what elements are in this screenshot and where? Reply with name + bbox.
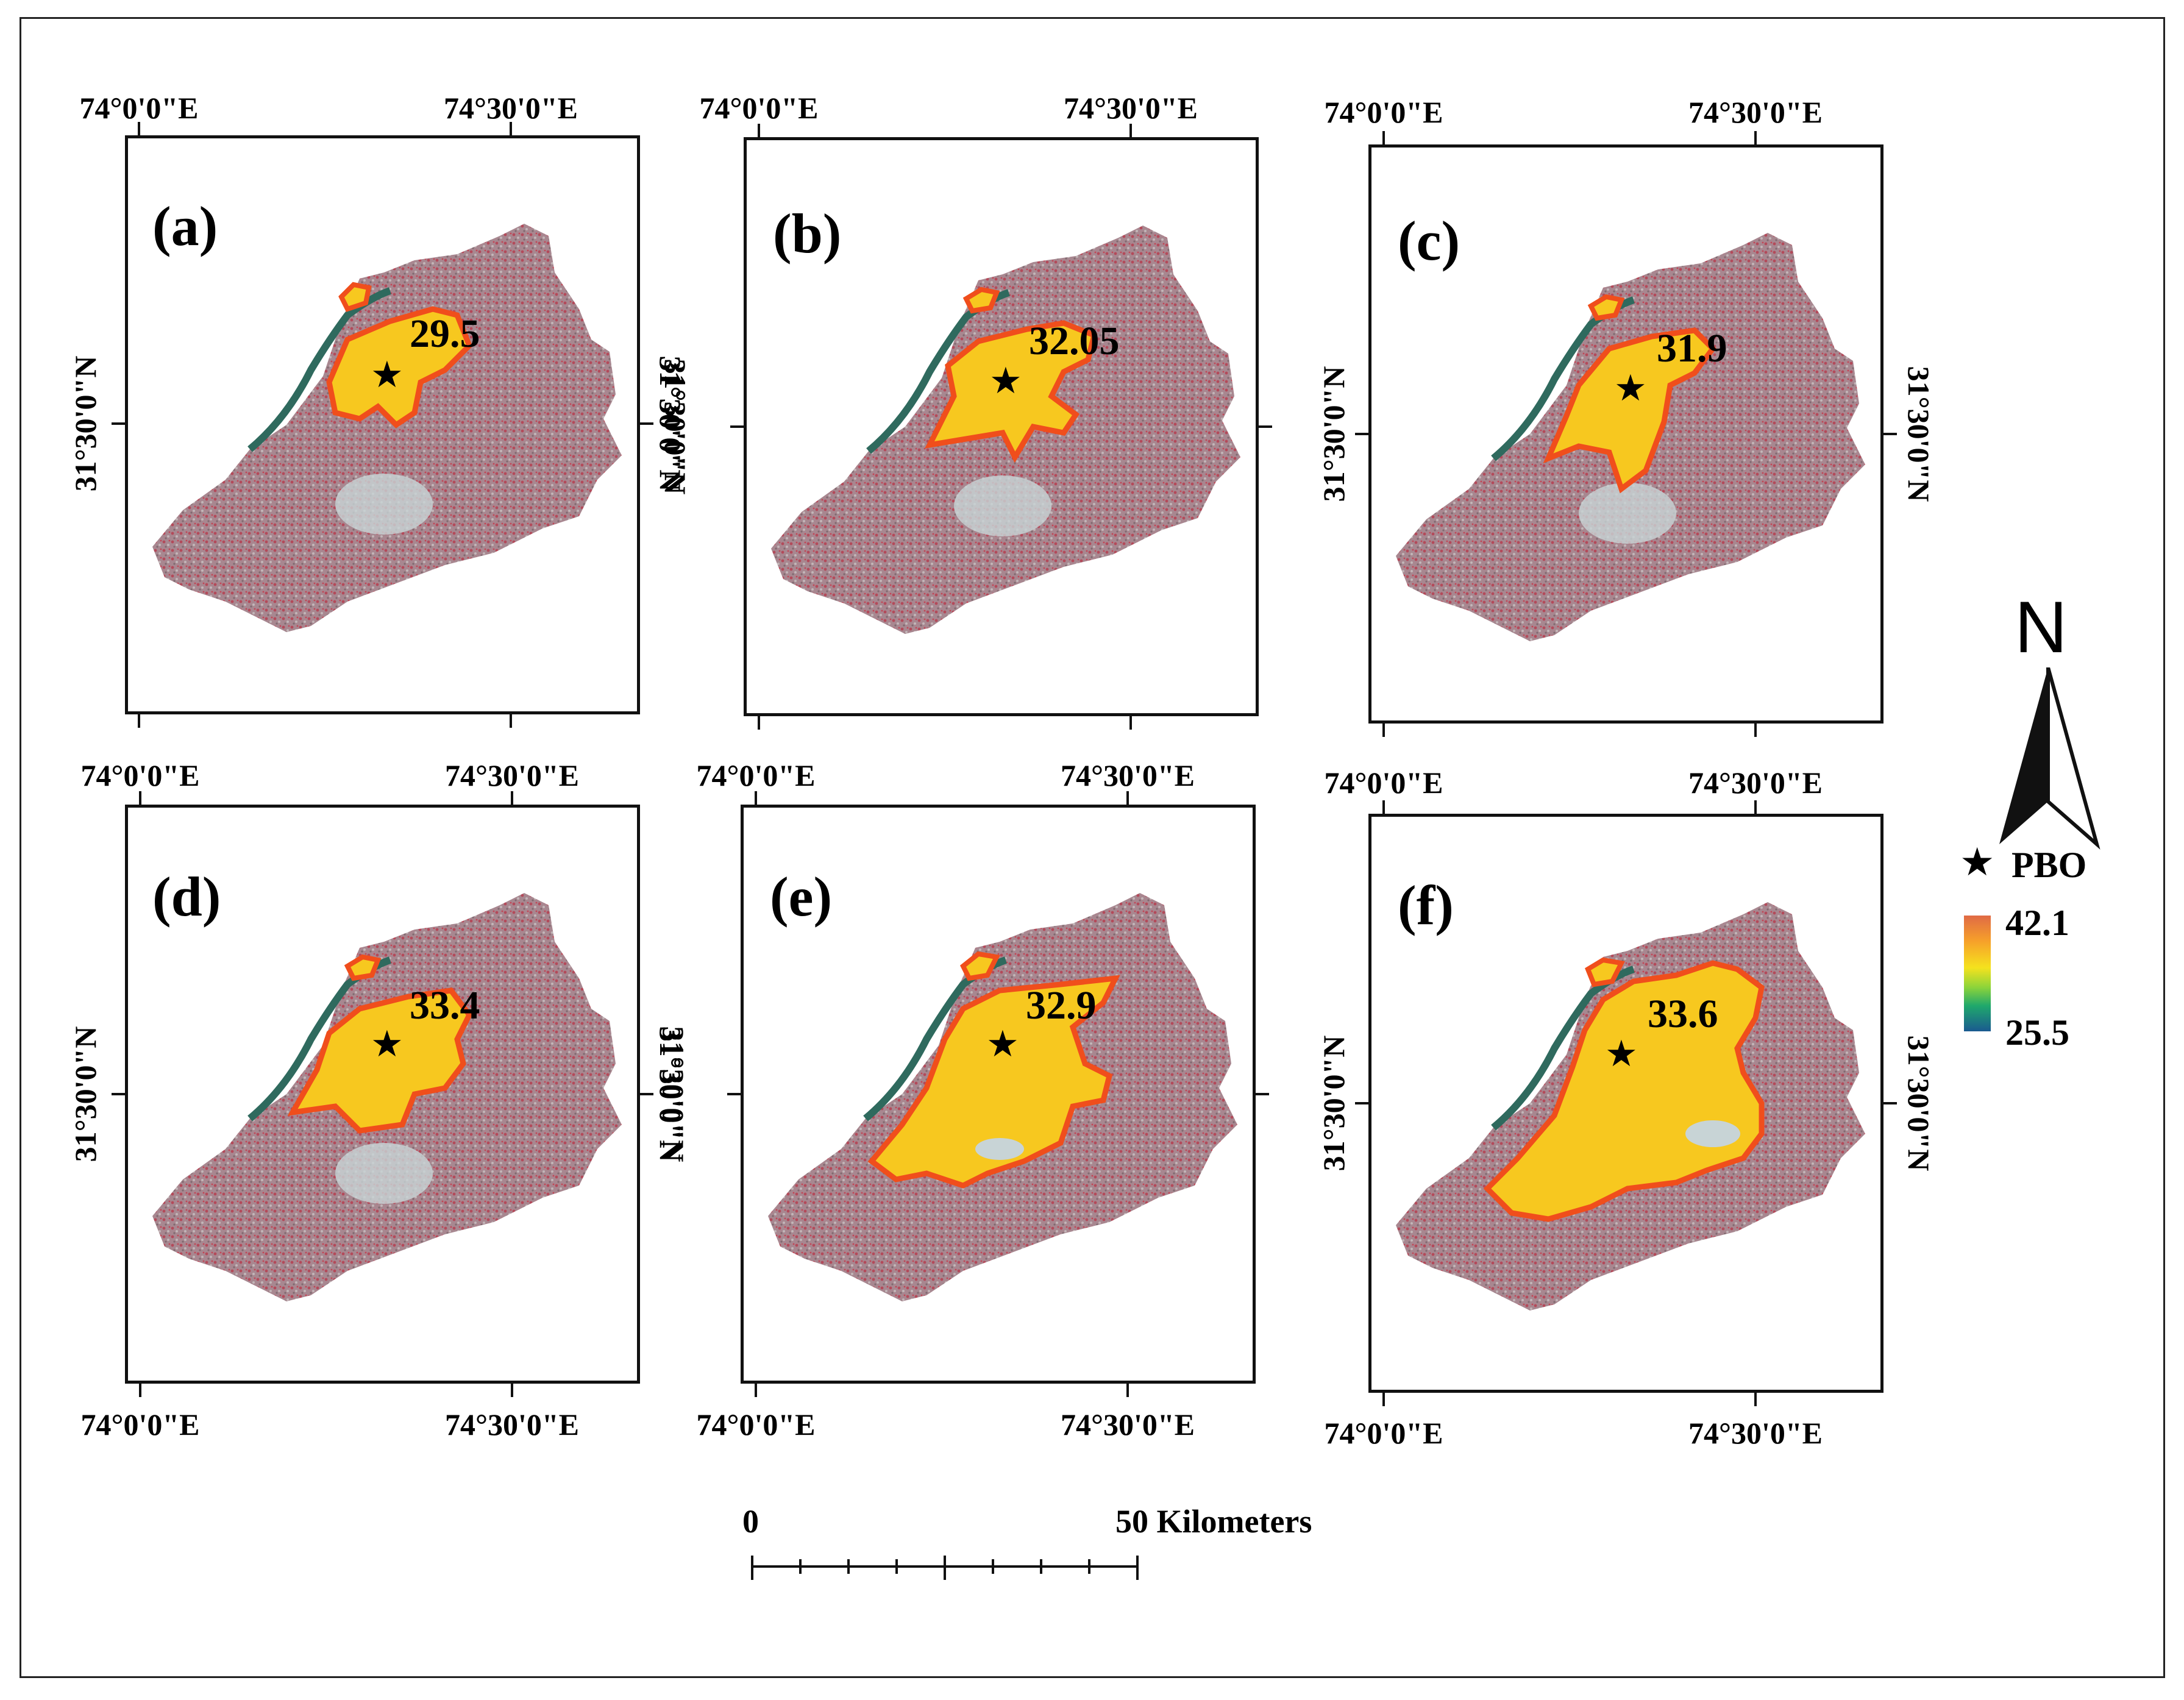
pbo-star-icon: ★ [986, 1024, 1019, 1064]
tick [1355, 1102, 1368, 1104]
lon-label-top-left: 74°0'0"E [79, 91, 199, 125]
tick [1129, 124, 1132, 137]
lon-label-top-left: 74°0'0"E [1324, 766, 1443, 800]
north-arrow-icon [1999, 667, 2100, 850]
lon-label-bottom-left: 74°0'0"E [696, 1407, 816, 1442]
lat-label-left: 31°30'0"N [658, 358, 692, 495]
lat-label-left: 31°30'0"N [656, 1026, 691, 1162]
lon-label-bottom-left: 74°0'0"E [1324, 1416, 1443, 1450]
temperature-label: 29.5 [410, 311, 480, 356]
lon-label-top-right: 74°30'0"E [444, 91, 578, 125]
tick [755, 791, 757, 805]
panel-label: (b) [773, 202, 842, 265]
tick [1126, 1384, 1129, 1397]
lon-label-top-right: 74°30'0"E [1064, 91, 1198, 125]
tick [1754, 1393, 1757, 1406]
lat-label-right: 31°30'0"N [1902, 1035, 1936, 1172]
tick [1126, 791, 1129, 805]
tick [640, 422, 653, 425]
map-frame [1368, 144, 1883, 724]
tick [1754, 131, 1757, 144]
tick [1382, 800, 1385, 814]
tick [511, 1384, 513, 1397]
tick [727, 1093, 741, 1095]
tick [138, 122, 140, 135]
lon-label-bottom-right: 74°30'0"E [1688, 1416, 1823, 1450]
lon-label-top-right: 74°30'0"E [1688, 766, 1823, 800]
tick [511, 791, 513, 805]
panel-label: (c) [1398, 210, 1460, 272]
lon-label-top-right: 74°30'0"E [1061, 758, 1195, 792]
tick [640, 1093, 653, 1095]
lon-label-top-left: 74°0'0"E [1324, 95, 1443, 129]
legend-max-value: 42.1 [2005, 903, 2069, 943]
tick [1883, 1102, 1897, 1104]
temperature-label: 33.4 [410, 983, 480, 1028]
lon-label-top-right: 74°30'0"E [445, 758, 579, 792]
lon-label-bottom-right: 74°30'0"E [1061, 1407, 1195, 1442]
lat-label-right: 31°30'0"N [1902, 366, 1936, 502]
tick [1382, 724, 1385, 737]
tick [139, 791, 141, 805]
lon-label-top-right: 74°30'0"E [1688, 95, 1823, 129]
tick [510, 122, 512, 135]
map-frame [741, 805, 1256, 1384]
tick [730, 425, 744, 428]
temperature-label: 31.9 [1657, 326, 1727, 371]
tick [1382, 131, 1385, 144]
north-label: N [2015, 586, 2068, 668]
legend-min-value: 25.5 [2005, 1012, 2069, 1053]
tick [1355, 433, 1368, 435]
map-frame [125, 805, 640, 1384]
tick [1129, 716, 1132, 730]
tick [755, 1384, 757, 1397]
pbo-star-icon: ★ [989, 361, 1022, 401]
figure-border [20, 17, 2165, 1678]
tick [758, 124, 760, 137]
tick [1883, 433, 1897, 435]
pbo-star-icon: ★ [1960, 841, 1995, 884]
temperature-label: 33.6 [1648, 992, 1718, 1036]
temperature-label: 32.9 [1026, 983, 1097, 1028]
legend-pbo-label: PBO [2011, 845, 2087, 885]
panel-label: (a) [152, 195, 218, 257]
lon-label-bottom-left: 74°0'0"E [80, 1407, 200, 1442]
pbo-star-icon: ★ [1614, 368, 1647, 408]
pbo-star-icon: ★ [371, 1024, 404, 1064]
lon-label-top-left: 74°0'0"E [699, 91, 819, 125]
tick [138, 714, 140, 728]
scale-bar [751, 1556, 1139, 1580]
tick [510, 714, 512, 728]
scale-start-label: 0 [742, 1503, 759, 1540]
lat-label-left: 31°30'0"N [68, 355, 102, 492]
tick [758, 716, 760, 730]
temperature-label: 32.05 [1029, 319, 1120, 363]
panel-label: (d) [152, 866, 221, 928]
tick [112, 422, 125, 425]
lat-label-left: 31°30'0"N [68, 1026, 102, 1162]
lon-label-top-left: 74°0'0"E [80, 758, 200, 792]
tick [112, 1093, 125, 1095]
map-frame [744, 137, 1259, 716]
panel-label: (f) [1398, 874, 1454, 936]
lat-label-left: 31°30'0"N [1317, 1035, 1351, 1172]
tick [1754, 800, 1757, 814]
map-frame [125, 135, 640, 714]
tick [1259, 425, 1272, 428]
lat-label-left: 31°30'0"N [1317, 366, 1351, 502]
tick [139, 1384, 141, 1397]
pbo-star-icon: ★ [371, 355, 404, 395]
lon-label-bottom-right: 74°30'0"E [445, 1407, 579, 1442]
map-frame [1368, 814, 1883, 1393]
tick [1754, 724, 1757, 737]
color-ramp [1964, 916, 1991, 1031]
panel-label: (e) [770, 866, 833, 928]
tick [1256, 1093, 1269, 1095]
lon-label-top-left: 74°0'0"E [696, 758, 816, 792]
tick [1382, 1393, 1385, 1406]
scale-end-label: 50 Kilometers [1115, 1503, 1312, 1540]
pbo-star-icon: ★ [1605, 1034, 1638, 1074]
